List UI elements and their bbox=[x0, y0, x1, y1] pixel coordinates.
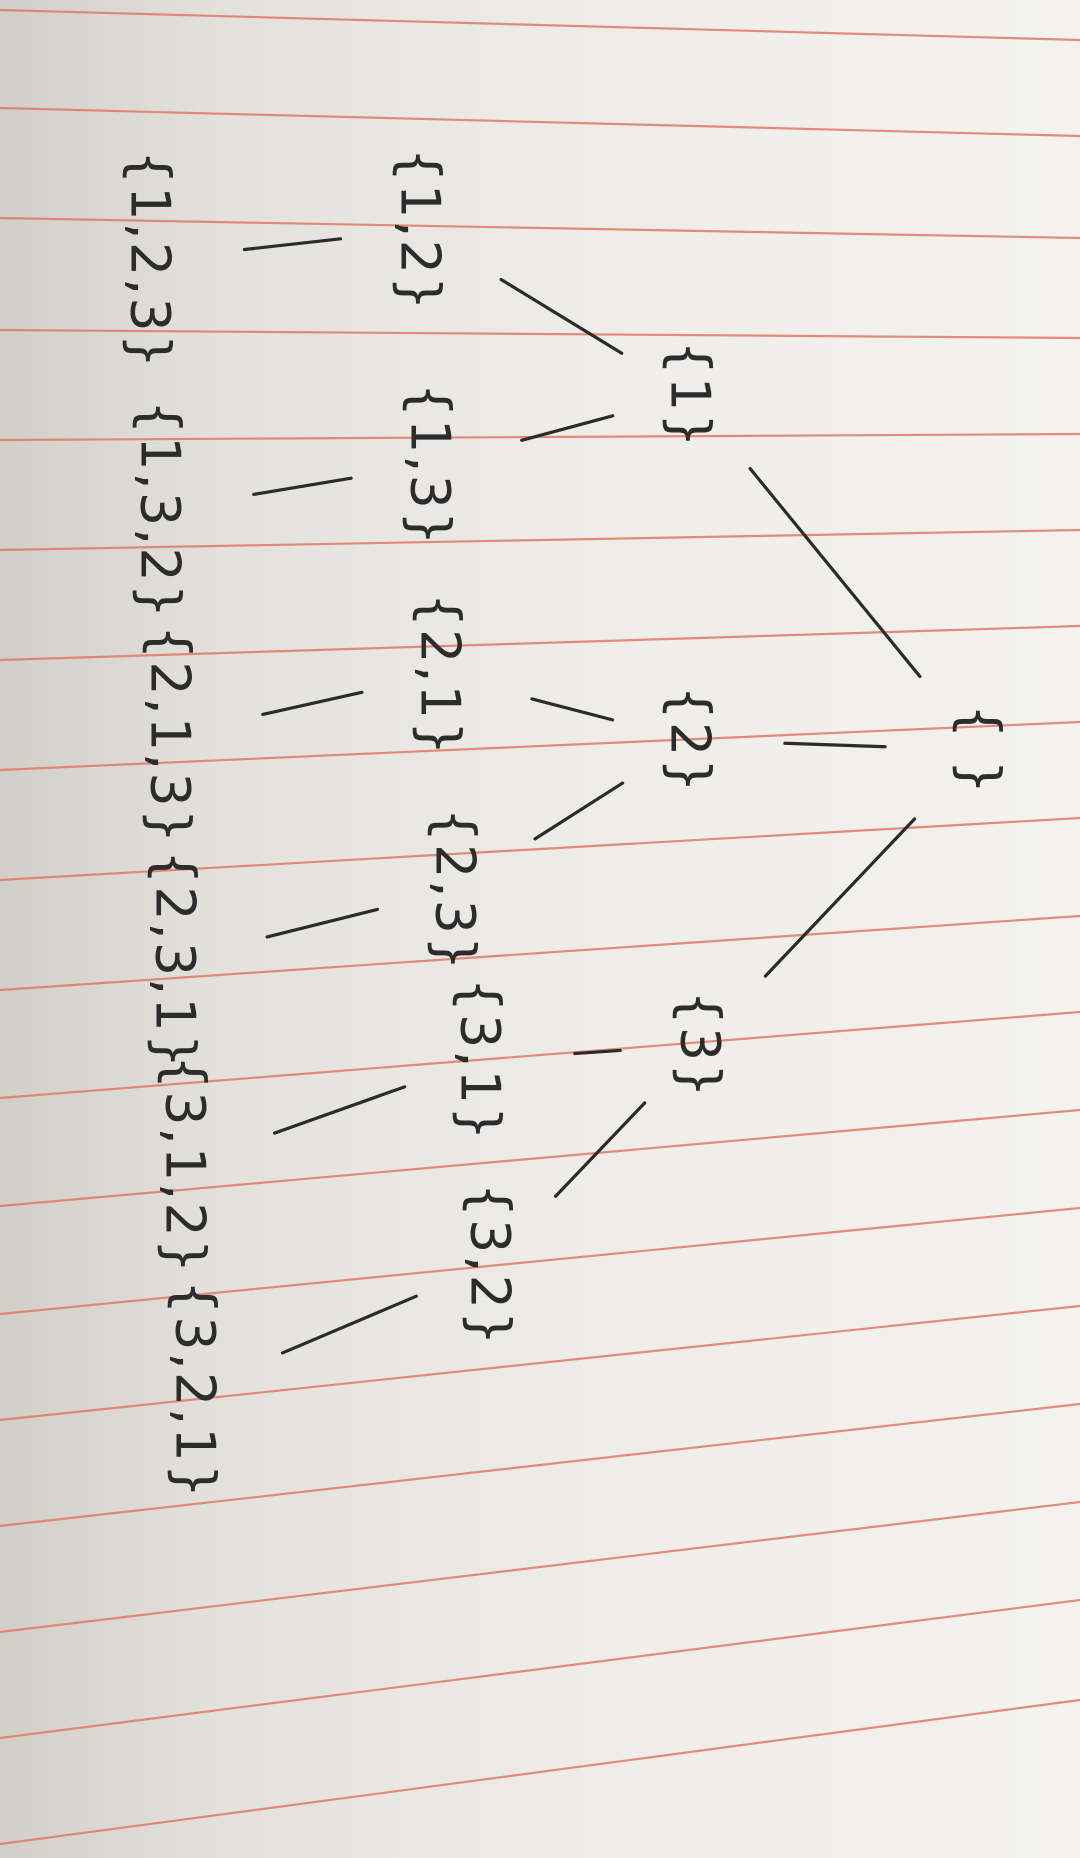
node-2-1-3-label: {2,1,3} bbox=[138, 624, 202, 846]
node-root-label: { } bbox=[948, 704, 1012, 796]
node-3-2-1-label: {3,2,1} bbox=[163, 1279, 227, 1501]
edge-n21-n213 bbox=[261, 690, 364, 716]
rule-line bbox=[0, 624, 1080, 662]
rule-line bbox=[0, 914, 1080, 992]
node-3-2-label: {3,2} bbox=[458, 1182, 522, 1348]
edge-n1-n12 bbox=[499, 277, 624, 355]
node-2-3-1-label: {2,3,1} bbox=[143, 849, 207, 1071]
rule-line bbox=[0, 1500, 1080, 1634]
node-2-label: {2} bbox=[658, 685, 722, 795]
rule-line bbox=[0, 816, 1080, 882]
rule-line bbox=[0, 528, 1080, 552]
edge-n2-n21 bbox=[530, 697, 615, 722]
edge-n31-n312 bbox=[272, 1085, 407, 1135]
rule-line bbox=[0, 328, 1080, 340]
node-3-1-label: {3,1} bbox=[448, 977, 512, 1143]
rule-line bbox=[0, 1206, 1080, 1316]
edge-n23-n231 bbox=[265, 907, 379, 939]
edge-n13-n132 bbox=[252, 476, 353, 496]
node-2-1-label: {2,1} bbox=[408, 592, 472, 758]
rule-line bbox=[0, 216, 1080, 240]
node-1-3-label: {1,3} bbox=[398, 382, 462, 548]
edge-n2-n23 bbox=[533, 781, 625, 841]
rule-line bbox=[0, 1698, 1080, 1846]
rule-line bbox=[0, 1402, 1080, 1528]
edge-root-n1 bbox=[748, 466, 922, 679]
node-3-label: {3} bbox=[668, 990, 732, 1100]
rule-line bbox=[0, 8, 1080, 42]
rule-line bbox=[0, 1010, 1080, 1100]
node-1-label: {1} bbox=[658, 340, 722, 450]
rule-line bbox=[0, 1108, 1080, 1208]
rule-line bbox=[0, 106, 1080, 138]
edge-n1-n13 bbox=[520, 414, 615, 442]
edge-n12-n123 bbox=[242, 237, 343, 252]
edge-root-n2 bbox=[783, 741, 887, 749]
edge-root-n3 bbox=[763, 817, 917, 978]
node-1-3-2-label: {1,3,2} bbox=[128, 399, 192, 621]
rule-line bbox=[0, 1598, 1080, 1740]
node-1-2-label: {1,2} bbox=[388, 147, 452, 313]
edge-n3-n32 bbox=[553, 1101, 647, 1198]
node-1-2-3-label: {1,2,3} bbox=[118, 149, 182, 371]
node-2-3-label: {2,3} bbox=[423, 807, 487, 973]
rule-line bbox=[0, 720, 1080, 772]
edge-n3-n31 bbox=[573, 1048, 622, 1056]
node-3-1-2-label: {3,1,2} bbox=[153, 1054, 217, 1276]
edge-n32-n321 bbox=[280, 1294, 418, 1355]
rule-line bbox=[0, 1304, 1080, 1422]
